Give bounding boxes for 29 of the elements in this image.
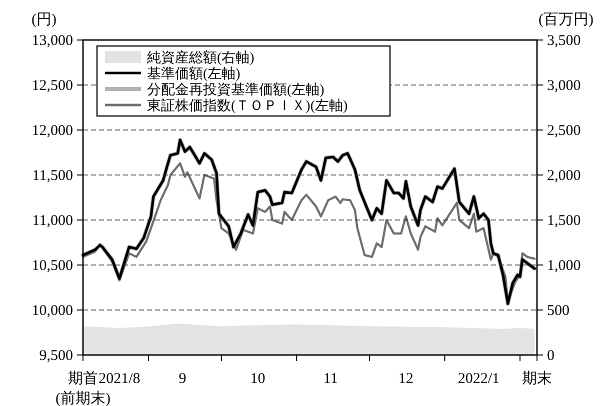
y-tick-label: 9,500 bbox=[39, 348, 73, 364]
legend-label: 純資産総額(右軸) bbox=[147, 50, 255, 66]
x-tick-label: 2022/1 bbox=[458, 371, 500, 387]
x-tick-label: 期末 bbox=[522, 370, 552, 387]
legend-label: 東証株価指数(ＴＯＰＩＸ)(左軸) bbox=[147, 98, 348, 114]
y2-tick-label: 2,500 bbox=[547, 123, 581, 139]
y-tick-label: 10,500 bbox=[32, 258, 73, 274]
y2-tick-label: 500 bbox=[547, 303, 570, 319]
y2-tick-label: 1,500 bbox=[547, 213, 581, 229]
y-tick-label: 12,000 bbox=[32, 123, 73, 139]
x-tick-label: 12 bbox=[398, 371, 414, 387]
y2-tick-label: 2,000 bbox=[547, 168, 581, 184]
y2-tick-label: 3,000 bbox=[547, 78, 581, 94]
y-tick-label: 13,000 bbox=[32, 33, 73, 49]
x-tick-label: 10 bbox=[250, 371, 266, 387]
y2-tick-label: 0 bbox=[547, 348, 554, 364]
y-tick-label: 11,000 bbox=[32, 213, 73, 229]
x-tick-label: 11 bbox=[323, 371, 338, 387]
x-tick-label: 2021/8 bbox=[98, 371, 140, 387]
x-tick-label: 9 bbox=[178, 371, 186, 387]
y-tick-label: 10,000 bbox=[32, 303, 73, 319]
y2-tick-label: 1,000 bbox=[547, 258, 581, 274]
legend-label: 基準価額(左軸) bbox=[147, 66, 241, 82]
legend-label: 分配金再投資基準価額(左軸) bbox=[147, 82, 325, 98]
y2-axis-title: (百万円) bbox=[538, 12, 594, 28]
y-tick-label: 11,500 bbox=[32, 168, 73, 184]
y-tick-label: 12,500 bbox=[32, 78, 73, 94]
y-axis-title: (円) bbox=[32, 12, 56, 28]
y2-tick-label: 3,500 bbox=[547, 33, 581, 49]
